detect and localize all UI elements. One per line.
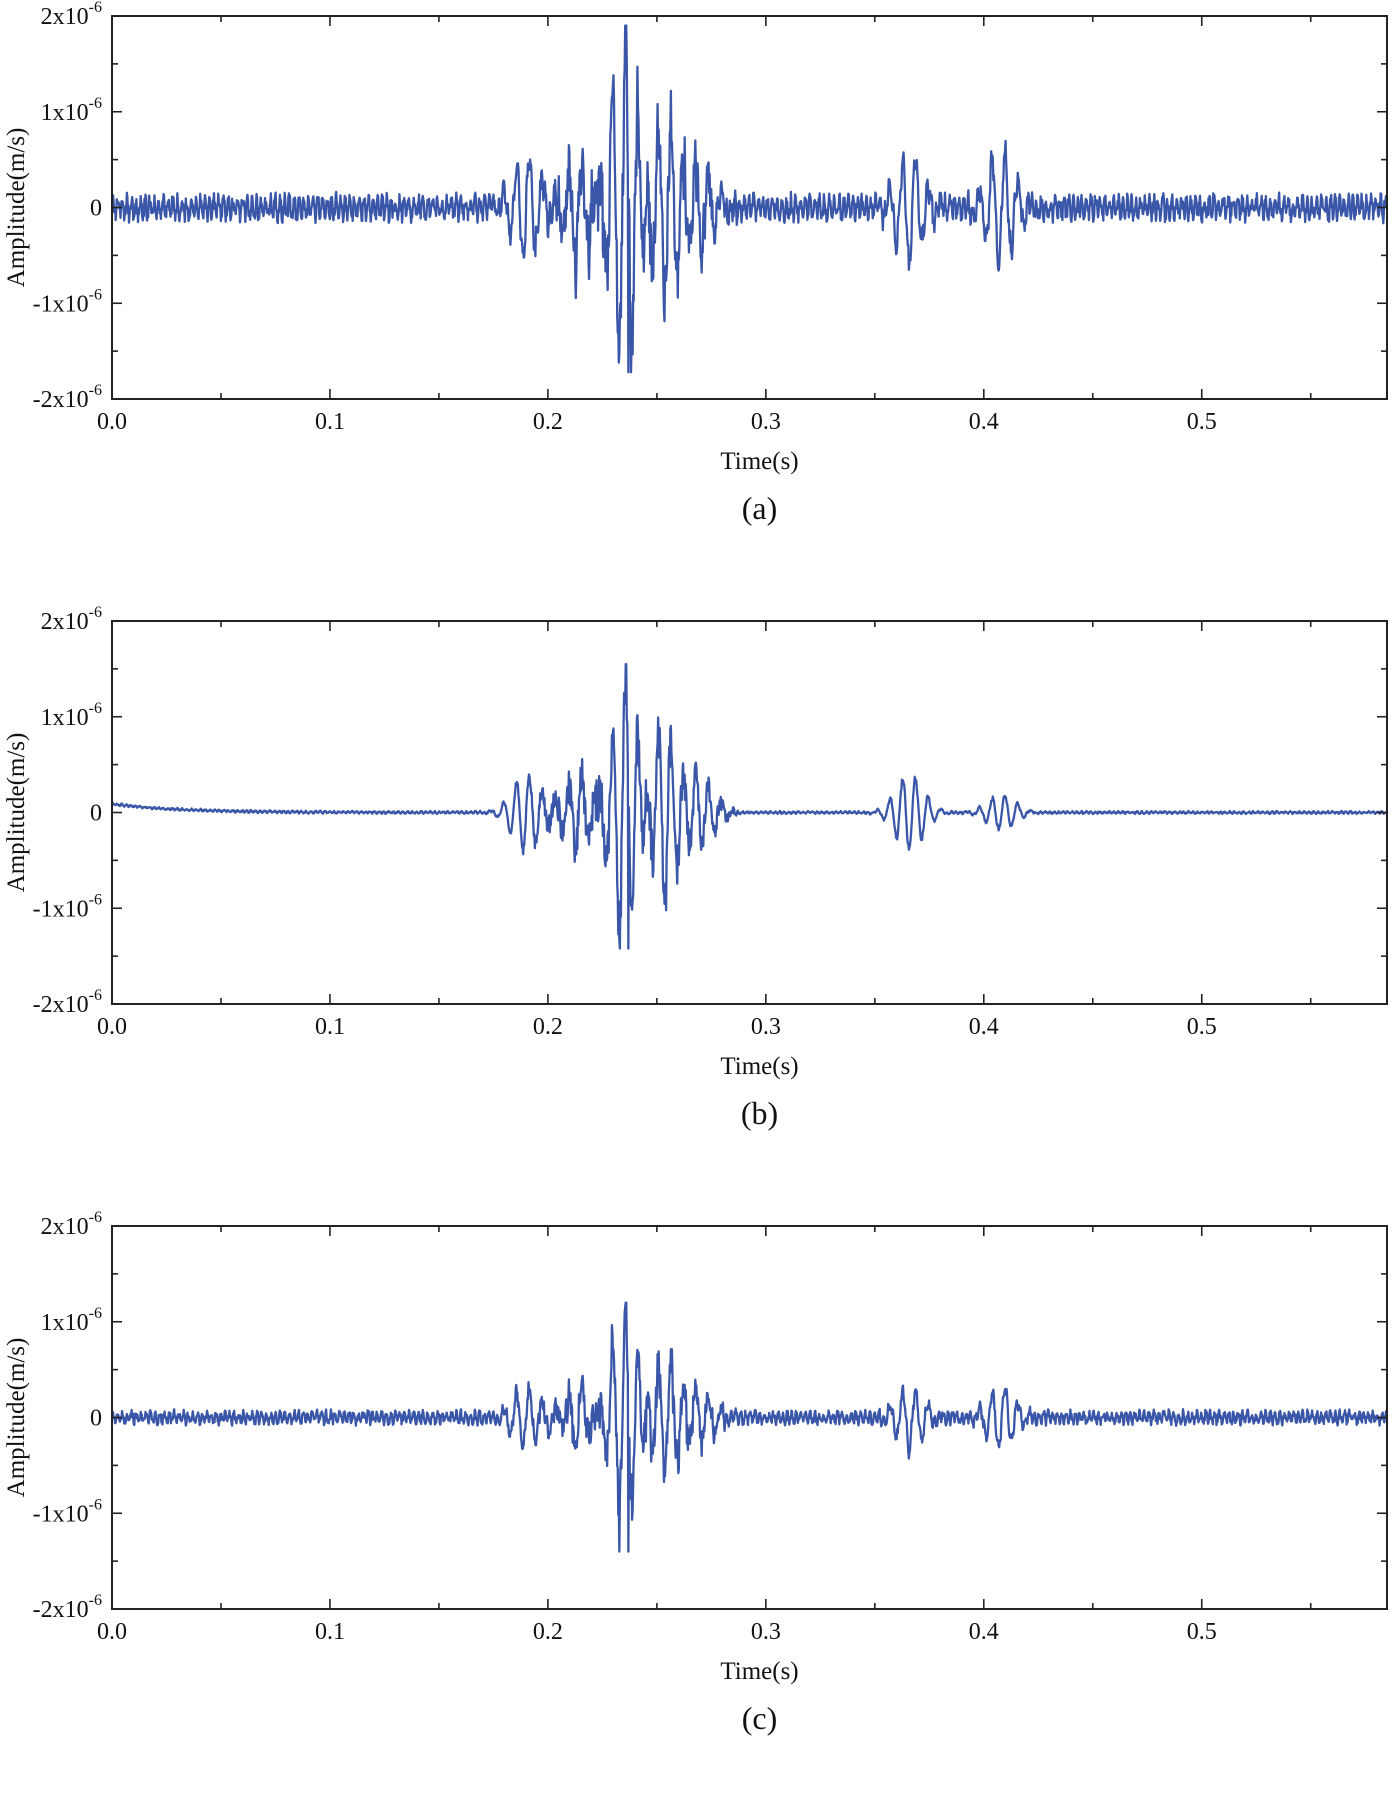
x-tick-label: 0.0 (97, 409, 127, 435)
x-tick-label: 0.0 (97, 1014, 127, 1040)
x-tick-label: 0.2 (533, 409, 563, 435)
y-tick-label: 0 (90, 196, 102, 222)
x-tick-label: 0.4 (969, 1619, 999, 1645)
y-tick-label: 1x10-6 (41, 700, 102, 731)
y-tick-label: -2x10-6 (33, 1592, 102, 1623)
y-tick-label: -1x10-6 (33, 286, 102, 317)
panel-caption: (c) (742, 1700, 778, 1736)
y-tick-label: 0 (90, 801, 102, 827)
y-axis-title: Amplitude(m/s) (3, 733, 30, 893)
panel-caption: (a) (742, 490, 778, 526)
x-tick-label: 0.5 (1187, 409, 1217, 435)
y-axis-title: Amplitude(m/s) (3, 128, 30, 288)
x-axis-title: Time(s) (720, 448, 798, 475)
x-axis-title: Time(s) (720, 1658, 798, 1685)
y-tick-label: 0 (90, 1406, 102, 1432)
x-tick-label: 0.3 (751, 409, 781, 435)
y-tick-label: 2x10-6 (41, 1209, 102, 1240)
x-tick-label: 0.3 (751, 1014, 781, 1040)
panel-a: 0.0 0.1 0.2 0.3 0.4 0.5 2x10-6 1x10-6 0 -1x10-6 -2… (0, 0, 1395, 590)
x-tick-label: 0.2 (533, 1619, 563, 1645)
y-tick-label: -2x10-6 (33, 987, 102, 1018)
x-axis-title: Time(s) (720, 1053, 798, 1080)
signal-line (110, 24, 1389, 374)
x-tick-label: 0.5 (1187, 1619, 1217, 1645)
y-tick-label: 1x10-6 (41, 1305, 102, 1336)
chart-c: 0.0 0.1 0.2 0.3 0.4 0.5 2x10-6 1x10-6 0 -1x10-6 -2… (3, 1209, 1389, 1736)
x-tick-label: 0.2 (533, 1014, 563, 1040)
x-tick-label: 0.5 (1187, 1014, 1217, 1040)
signal-line (111, 1301, 1389, 1553)
chart-a: 0.0 0.1 0.2 0.3 0.4 0.5 2x10-6 1x10-6 0 -1x10-6 -2… (3, 0, 1389, 526)
y-tick-label: 1x10-6 (41, 95, 102, 126)
panel-caption: (b) (741, 1095, 778, 1131)
x-tick-label: 0.0 (97, 1619, 127, 1645)
y-tick-label: 2x10-6 (41, 604, 102, 635)
x-tick-label: 0.4 (969, 1014, 999, 1040)
x-tick-label: 0.1 (315, 1014, 345, 1040)
x-tick-label: 0.1 (315, 1619, 345, 1645)
y-tick-label: -1x10-6 (33, 891, 102, 922)
y-tick-label: 2x10-6 (41, 0, 102, 30)
panel-b: 0.0 0.1 0.2 0.3 0.4 0.5 2x10-6 1x10-6 0 -1x10-6 -2… (0, 604, 1395, 1195)
y-tick-label: -2x10-6 (33, 382, 102, 413)
signal-line (111, 662, 1388, 950)
panel-c: 0.0 0.1 0.2 0.3 0.4 0.5 2x10-6 1x10-6 0 -1x10-6 -2… (0, 1209, 1395, 1810)
chart-b: 0.0 0.1 0.2 0.3 0.4 0.5 2x10-6 1x10-6 0 -1x10-6 -2… (3, 604, 1388, 1131)
x-tick-label: 0.3 (751, 1619, 781, 1645)
x-tick-label: 0.4 (969, 409, 999, 435)
y-tick-label: -1x10-6 (33, 1496, 102, 1527)
x-tick-label: 0.1 (315, 409, 345, 435)
y-axis-title: Amplitude(m/s) (3, 1338, 30, 1498)
